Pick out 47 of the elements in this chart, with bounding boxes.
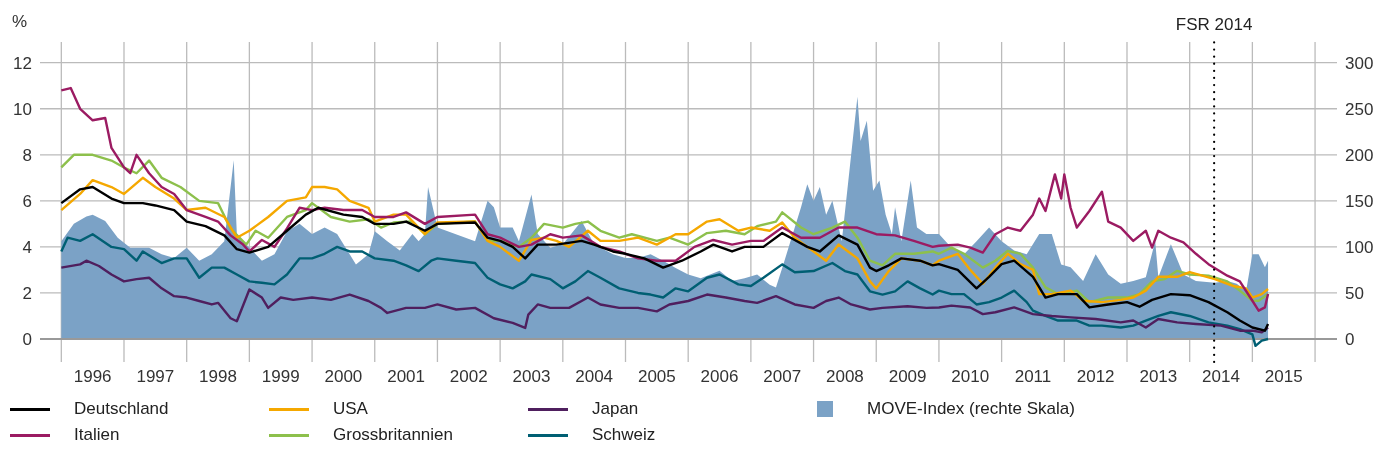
x-tick-label: 2015 — [1264, 367, 1303, 387]
y2-tick-label: 250 — [1345, 99, 1374, 119]
y-tick-label: 6 — [22, 191, 32, 211]
line-series — [60, 233, 1270, 348]
x-tick-label: 2006 — [700, 367, 739, 387]
x-tick-label: 2012 — [1076, 367, 1115, 387]
line-series — [60, 259, 1270, 334]
y-tick-label: 2 — [22, 283, 32, 303]
legend-label: Schweiz — [592, 425, 656, 445]
y2-tick-label: 300 — [1345, 53, 1374, 73]
y-tick-label: 10 — [13, 99, 32, 119]
x-tick-label: 2007 — [763, 367, 802, 387]
line-series — [60, 153, 1270, 304]
x-tick-label: 2003 — [512, 367, 551, 387]
x-tick-label: 2005 — [637, 367, 676, 387]
x-tick-label: 1996 — [73, 367, 112, 387]
y2-tick-label: 200 — [1345, 145, 1374, 165]
x-tick-label: 2001 — [387, 367, 426, 387]
x-tick-label: 2008 — [825, 367, 864, 387]
x-tick-label: 1997 — [136, 367, 175, 387]
x-tick-label: 1999 — [261, 367, 300, 387]
legend-label: Deutschland — [74, 399, 169, 419]
y2-tick-label: 0 — [1345, 330, 1355, 350]
y2-tick-label: 100 — [1345, 237, 1374, 257]
y-tick-label: 8 — [22, 145, 32, 165]
x-tick-label: 2000 — [324, 367, 363, 387]
line-series — [60, 176, 1270, 304]
legend-label: Italien — [74, 425, 120, 445]
y2-tick-label: 150 — [1345, 191, 1374, 211]
x-tick-label: 2013 — [1139, 367, 1178, 387]
y-tick-label: 12 — [13, 53, 32, 73]
legend-label: MOVE-Index (rechte Skala) — [867, 399, 1075, 419]
legend-label: Grossbritannien — [333, 425, 454, 445]
x-tick-label: 2002 — [449, 367, 488, 387]
y-axis-title: % — [12, 12, 28, 32]
x-tick-label: 2004 — [575, 367, 614, 387]
ref-line-label: FSR 2014 — [1175, 15, 1253, 34]
y-tick-label: 0 — [22, 330, 32, 350]
x-tick-label: 2014 — [1202, 367, 1240, 387]
legend-label: Japan — [592, 399, 639, 419]
x-tick-label: 2011 — [1014, 367, 1052, 387]
x-tick-label: 2009 — [888, 367, 927, 387]
y-tick-label: 4 — [22, 237, 32, 257]
y2-tick-label: 50 — [1345, 283, 1364, 303]
legend-label: USA — [333, 399, 368, 419]
x-tick-label: 2010 — [951, 367, 990, 387]
x-tick-label: 1998 — [199, 367, 237, 387]
